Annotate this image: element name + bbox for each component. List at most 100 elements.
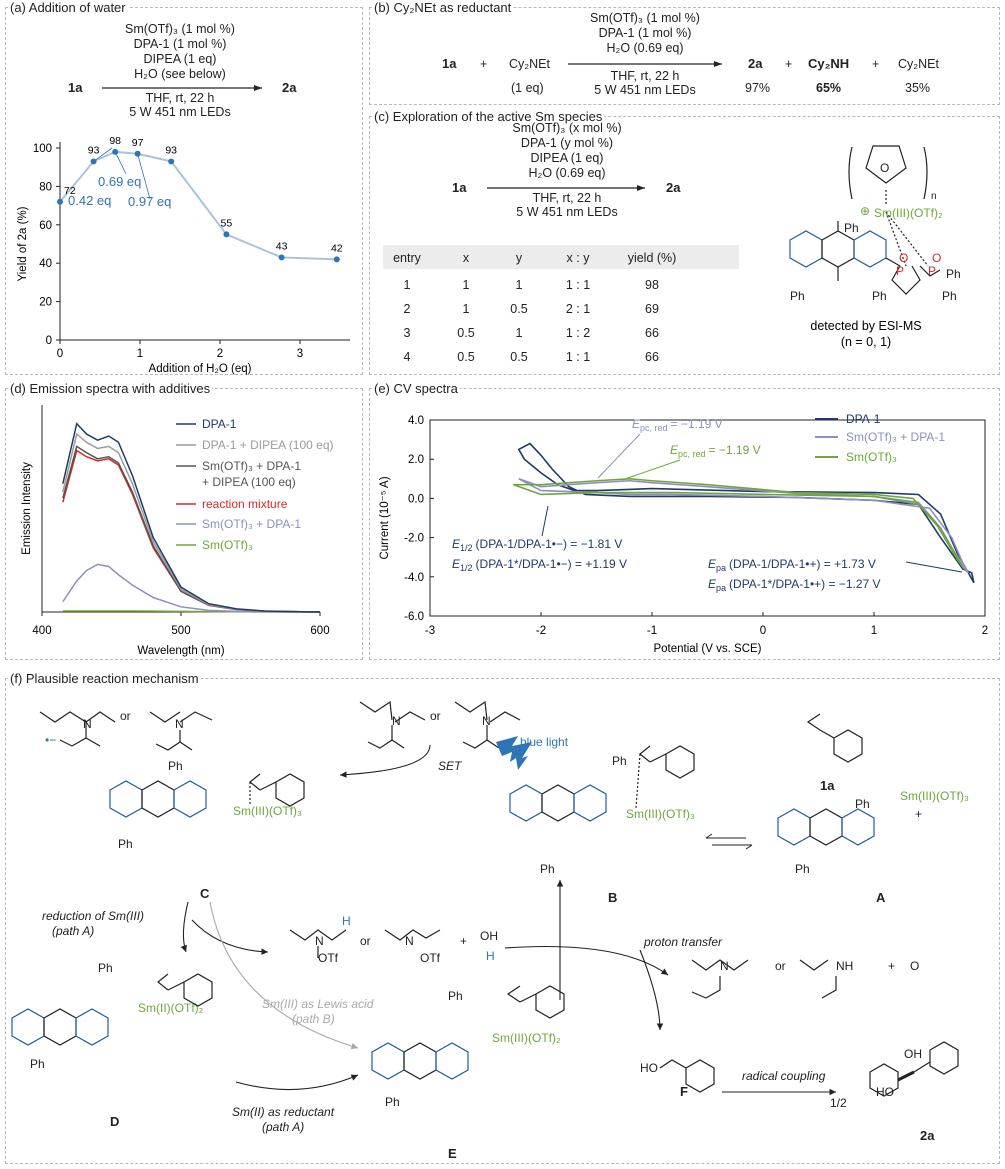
f-path-b: (path B)	[292, 1012, 335, 1026]
complex-charge: ⊕	[860, 204, 870, 218]
panel-b	[369, 7, 1000, 105]
panel-c-title: (c) Exploration of the active Sm species	[372, 109, 605, 124]
complex-ph-p2: Ph	[946, 267, 961, 281]
c-table-cell: 2 : 1	[566, 302, 590, 316]
b-p1-yield: 97%	[745, 81, 770, 95]
e-annotation-5: Epa (DPA-1*/DPA-1•+) = −1.27 V	[708, 577, 881, 593]
d-legend-label: Sm(OTf)₃ + DPA-1	[202, 517, 301, 531]
f-otf-2: OTf	[420, 951, 441, 965]
d-series-line-4	[62, 563, 320, 613]
a-cond-4: H₂O (see below)	[134, 67, 226, 81]
panel-d-title: (d) Emission spectra with additives	[8, 381, 213, 396]
a-xtick-label: 2	[217, 348, 223, 360]
d-xlabel: Wavelength (nm)	[137, 645, 224, 657]
f-arrow-path-b	[209, 901, 359, 1050]
c-cond-6: 5 W 451 nm LEDs	[516, 205, 617, 219]
f-ph-B2: Ph	[540, 862, 555, 876]
c-table-header-4: yield (%)	[628, 251, 677, 265]
f-or-1: or	[120, 709, 131, 723]
c-table-header-0: entry	[393, 251, 422, 265]
c-table-cell: 1 : 1	[566, 278, 590, 292]
complex-sm: Sm(III)(OTf)₂	[874, 206, 943, 220]
f-half: 1/2	[830, 1096, 847, 1110]
a-point-label: 93	[165, 144, 177, 156]
f-lightning-icon	[496, 736, 532, 770]
b-cond-3: H₂O (0.69 eq)	[606, 41, 683, 55]
a-xtick-label: 1	[137, 348, 143, 360]
c-table-cell: 0.5	[457, 326, 474, 340]
c-cond-4: H₂O (0.69 eq)	[528, 166, 605, 180]
complex-o1: O	[899, 251, 908, 265]
f-path-a-1: (path A)	[52, 924, 94, 938]
e-annotation-2: E1/2 (DPA-1/DPA-1•−) = −1.81 V	[452, 537, 622, 553]
a-point	[333, 256, 340, 263]
panel-c	[369, 116, 1000, 375]
a-ylabel: Yield of 2a (%)	[17, 206, 29, 281]
a-start: 1a	[68, 80, 83, 95]
d-xtick-label: 500	[171, 625, 190, 637]
panel-a-title: (a) Addition of water	[8, 0, 128, 15]
c-cond-5: THF, rt, 22 h	[533, 191, 602, 205]
a-point	[223, 231, 230, 238]
a-point-label: 98	[109, 135, 121, 147]
a-cond-2: DPA-1 (1 mol %)	[134, 37, 227, 51]
e-ytick-label: 0.0	[408, 493, 424, 505]
d-legend-label: + DIPEA (100 eq)	[202, 475, 296, 489]
panel-f	[5, 678, 1000, 1164]
e-annotation-4: Epa (DPA-1/DPA-1•+) = +1.73 V	[708, 557, 876, 573]
a-ytick-label: 0	[46, 335, 52, 347]
c-detected: detected by ESI-MS	[810, 319, 921, 333]
b-r2-eq: (1 eq)	[511, 81, 544, 95]
f-sm-E: Sm(III)(OTf)₂	[492, 1031, 561, 1045]
f-arrow-reduction-side	[191, 919, 269, 956]
a-point-label: 97	[132, 137, 144, 149]
a-product: 2a	[282, 80, 297, 95]
e-xtick-label: -1	[647, 625, 657, 637]
c-cond-3: DIPEA (1 eq)	[531, 151, 604, 165]
a-cond-5: THF, rt, 22 h	[146, 91, 215, 105]
e-annotation-3: E1/2 (DPA-1*/DPA-1•−) = +1.19 V	[452, 557, 627, 573]
f-ho-2a: HO	[876, 1085, 894, 1099]
a-ytick-label: 80	[39, 181, 52, 193]
f-plus-right: +	[888, 959, 895, 973]
c-complex-structure	[789, 145, 941, 295]
f-arrow-to-F	[639, 949, 664, 1031]
complex-ph-bottom: Ph	[790, 289, 805, 303]
d-legend-label: Sm(OTf)₃	[202, 538, 253, 552]
c-table-header-3: x : y	[567, 251, 591, 265]
e-legend-label: Sm(OTf)₃	[846, 450, 897, 464]
f-ph-E1: Ph	[448, 989, 463, 1003]
f-sm-C: Sm(III)(OTf)₃	[233, 804, 302, 818]
f-n-right1: N	[720, 959, 729, 973]
a-annotation-line	[137, 153, 151, 200]
a-ytick-label: 100	[33, 143, 52, 155]
d-legend-label: DPA-1	[202, 417, 237, 431]
f-plus-free: +	[915, 807, 922, 821]
b-plus-2: +	[785, 57, 792, 71]
e-xtick-label: 2	[982, 625, 988, 637]
b-cond-1: Sm(OTf)₃ (1 mol %)	[590, 11, 700, 25]
f-lewis: Sm(III) as Lewis acid	[262, 997, 374, 1011]
f-plus-mid: +	[460, 934, 467, 948]
c-table-cell: 1	[516, 278, 523, 292]
e-annotation-0: Epc, red = −1.19 V	[632, 417, 723, 433]
e-xtick-label: -3	[425, 625, 435, 637]
d-xtick-label: 600	[310, 625, 329, 637]
f-arrow-set	[339, 744, 431, 778]
a-point-label: 93	[88, 144, 100, 156]
a-point	[278, 254, 285, 261]
f-or-4: or	[775, 959, 786, 973]
thf-ring	[865, 145, 907, 184]
e-xtick-label: 1	[871, 625, 877, 637]
panel-a	[5, 7, 363, 375]
panel-f-title: (f) Plausible reaction mechanism	[8, 671, 201, 686]
a-cond-6: 5 W 451 nm LEDs	[129, 105, 230, 119]
d-series-line-0	[62, 422, 321, 613]
f-ph-E2: Ph	[385, 1095, 400, 1109]
c-cond-1: Sm(OTf)₃ (x mol %)	[512, 121, 621, 135]
b-r1: 1a	[442, 56, 457, 71]
f-sm-free: Sm(III)(OTf)₃	[900, 789, 969, 803]
c-table-cell: 2	[404, 302, 411, 316]
